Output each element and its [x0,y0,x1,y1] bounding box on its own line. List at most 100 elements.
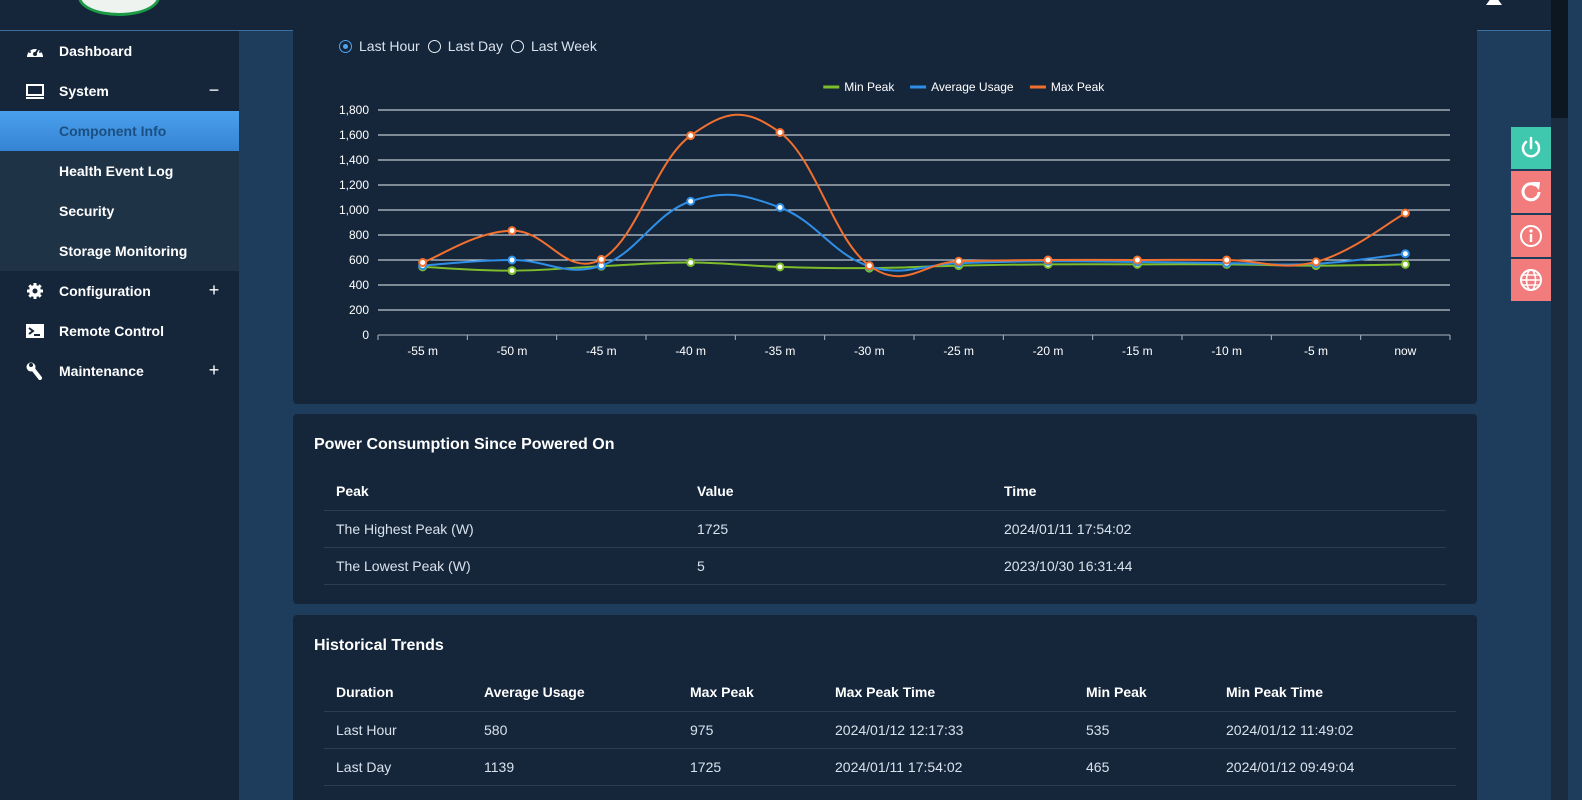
column-header: Average Usage [472,674,678,712]
column-header: Value [685,473,992,511]
series-line-max-peak [422,113,1406,278]
data-point-average-usage [775,203,785,212]
table-cell: 1139 [472,748,678,786]
legend-label: Max Peak [1051,80,1105,94]
power-usage-chart: 0 200 400 600 800 1,000 1,200 1,400 1,600 1,800 -5… [339,80,1451,358]
x-tick-label: -30 m [854,344,885,358]
table-cell: 535 [1074,711,1214,749]
x-tick-label: -15 m [1122,344,1153,358]
collapse-toggle[interactable]: − [208,80,220,100]
table-cell: Last Hour [324,711,472,749]
column-header: Min Peak [1074,674,1214,712]
table-cell: 465 [1074,748,1214,786]
data-point-min-peak [1400,259,1410,269]
info-button[interactable] [1511,215,1551,257]
power-icon [1521,136,1541,158]
data-point-max-peak [1132,255,1142,265]
y-tick-label: 1,400 [339,153,369,167]
y-tick-label: 400 [349,278,369,292]
radio-button[interactable] [427,39,441,53]
refresh-button[interactable] [1511,171,1551,213]
legend-label: Min Peak [844,80,895,94]
radio-button[interactable] [510,39,524,53]
data-point-average-usage [1400,249,1410,259]
data-point-max-peak [775,128,785,137]
brand-logo [78,0,160,16]
x-tick-label: -10 m [1211,344,1242,358]
page-scrollbar[interactable] [1551,0,1568,800]
language-button[interactable] [1511,259,1551,301]
table-cell: 1725 [678,748,823,786]
power-consumption-table: Peak Value Time The Highest Peak (W) 172… [324,473,1446,585]
y-tick-label: 600 [349,253,369,267]
data-point-max-peak [686,131,696,141]
historical-trends-table: Duration Average Usage Max Peak Max Peak… [324,674,1456,786]
globe-icon [1520,269,1542,291]
y-tick-label: 1,200 [339,178,369,192]
x-tick-label: -40 m [675,344,706,358]
data-point-max-peak [1311,257,1321,267]
table-cell: 2024/01/12 09:49:04 [1214,748,1456,786]
data-point-max-peak [507,226,517,236]
data-point-max-peak [1400,208,1410,218]
action-buttons [1511,127,1551,303]
y-tick-label: 1,000 [339,203,369,217]
expand-toggle[interactable]: + [208,360,220,380]
sidebar-item-configuration[interactable]: Configuration + [0,271,239,311]
scrollbar-thumb[interactable] [1551,0,1568,118]
range-option-last-week[interactable]: Last Week [510,38,597,54]
sidebar-item-maintenance[interactable]: Maintenance + [0,351,239,391]
x-tick-label: now [1394,344,1416,358]
y-tick-label: 1,800 [339,103,369,117]
user-menu-icon[interactable] [1486,0,1502,5]
range-option-last-day[interactable]: Last Day [427,38,503,54]
data-point-max-peak [864,261,874,271]
sidebar-item-component-info[interactable]: Component Info [0,111,239,151]
table-cell: 2024/01/11 17:54:02 [992,510,1446,548]
power-consumption-panel: Power Consumption Since Powered On Peak … [293,414,1477,604]
sidebar-item-label: Dashboard [59,43,133,59]
sidebar-item-remote-control[interactable]: Remote Control [0,311,239,351]
y-tick-label: 0 [362,328,369,342]
x-tick-label: -50 m [497,344,528,358]
table-cell: 2023/10/30 16:31:44 [992,547,1446,585]
x-tick-label: -55 m [407,344,438,358]
range-option-last-hour[interactable]: Last Hour [339,38,420,54]
terminal-icon [26,324,44,338]
data-point-average-usage [686,196,696,206]
table-header-row: Duration Average Usage Max Peak Max Peak… [324,674,1456,712]
sidebar-item-health-event-log[interactable]: Health Event Log [59,163,174,179]
table-cell: 2024/01/11 17:54:02 [823,748,1074,786]
series-line-min-peak [422,261,1406,272]
column-header: Max Peak Time [823,674,1074,712]
panel-title: Historical Trends [314,637,444,654]
table-header-row: Peak Value Time [324,473,1446,511]
data-point-max-peak [596,254,606,264]
panel-title: Power Consumption Since Powered On [314,436,615,453]
table-cell: 2024/01/12 11:49:02 [1214,711,1456,749]
refresh-icon [1521,182,1541,202]
x-tick-label: -20 m [1033,344,1064,358]
table-cell: 580 [472,711,678,749]
table-cell: 5 [685,547,992,585]
table-cell: Last Day [324,748,472,786]
data-point-max-peak [954,256,964,266]
column-header: Time [992,473,1446,511]
sidebar-item-dashboard[interactable]: Dashboard [0,31,239,71]
expand-toggle[interactable]: + [208,280,220,300]
sidebar-item-label: Configuration [59,283,151,299]
sidebar-item-system[interactable]: System − [0,71,239,111]
data-point-min-peak [686,258,696,267]
y-tick-label: 200 [349,303,369,317]
table-cell: 1725 [685,510,992,548]
system-submenu: Component Info Health Event Log Security… [0,111,239,271]
sidebar-item-security[interactable]: Security [59,203,115,219]
y-tick-label: 800 [349,228,369,242]
column-header: Min Peak Time [1214,674,1456,712]
power-button[interactable] [1511,127,1551,169]
radio-button[interactable] [339,39,352,53]
sidebar-item-label: Maintenance [59,363,144,379]
sidebar-item-storage-monitoring[interactable]: Storage Monitoring [59,243,188,259]
column-header: Max Peak [678,674,823,712]
legend-label: Average Usage [931,80,1014,94]
